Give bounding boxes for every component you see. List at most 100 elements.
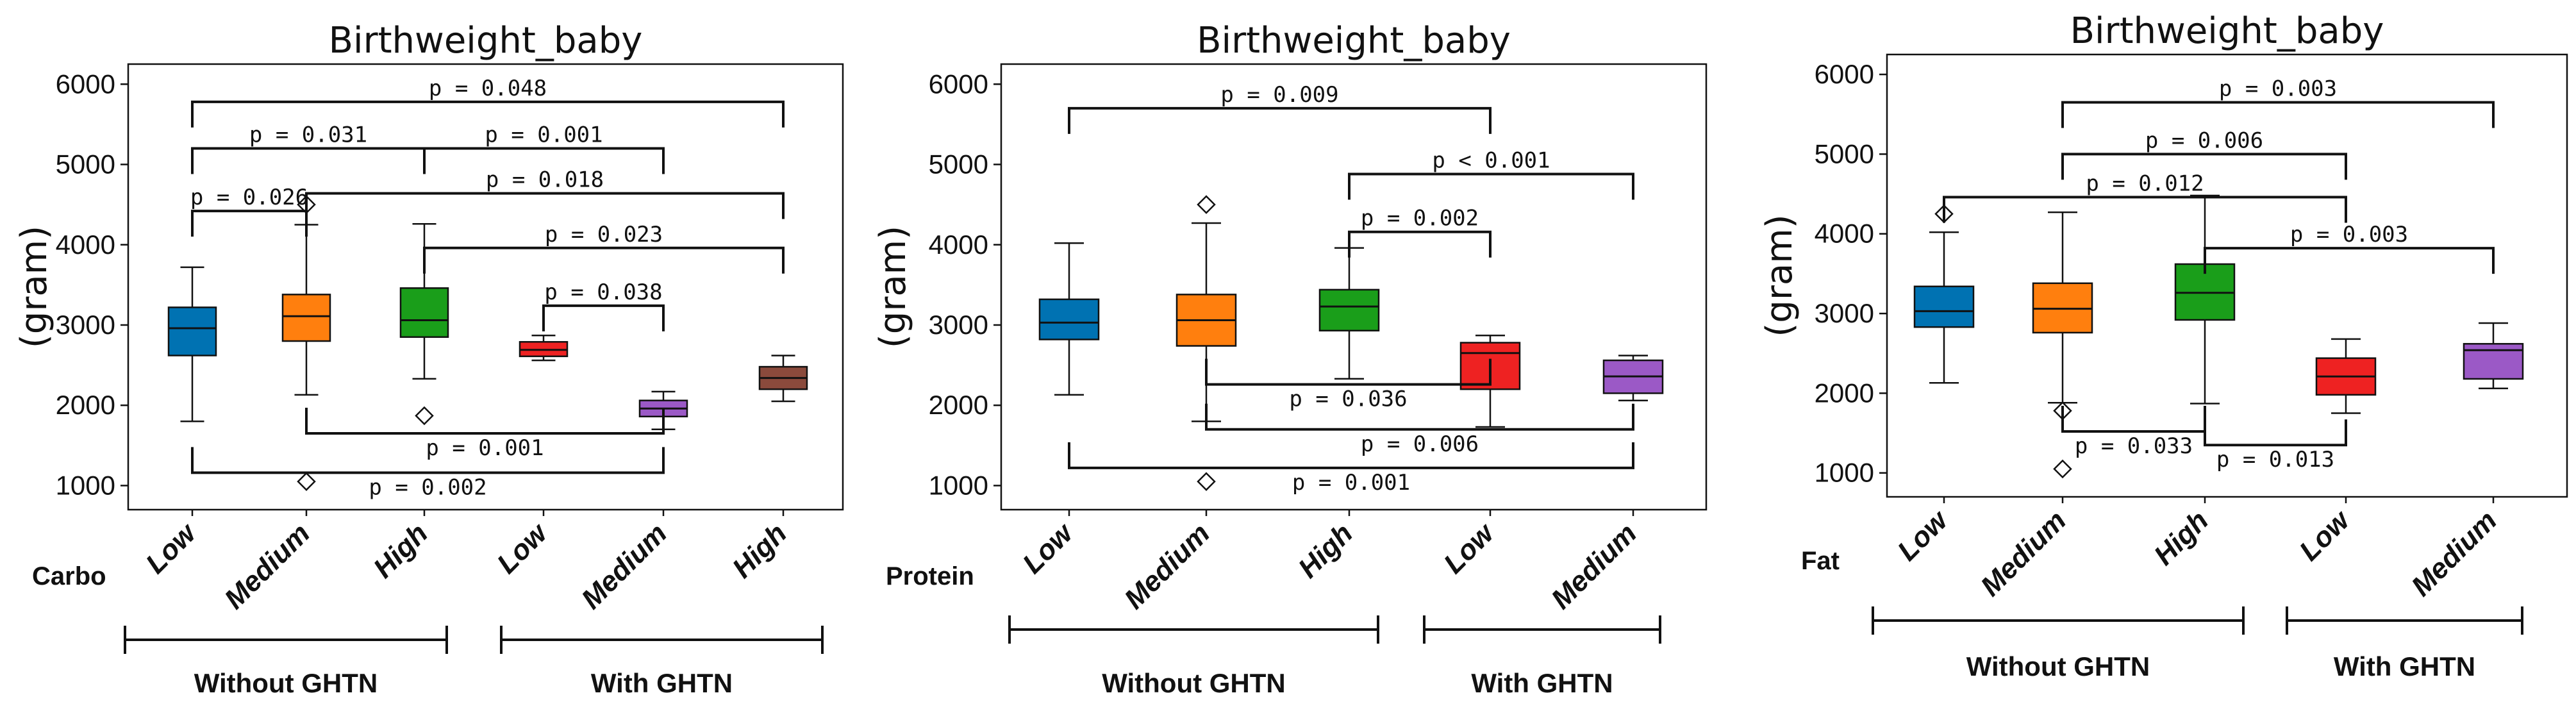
p-value-label: p = 0.036 [1289,387,1407,412]
y-tick-label: 3000 [56,310,115,340]
y-tick-label: 1000 [56,470,115,500]
y-tick-label: 1000 [929,470,988,500]
p-value-label: p = 0.026 [190,185,308,210]
x-tick-label: Medium [576,517,673,615]
box-4 [519,335,569,362]
y-tick-label: 2000 [929,390,988,420]
box-iqr [167,306,217,356]
bracket-line [1068,106,1492,134]
factor-label: Carbo [32,562,106,590]
p-value-label: p = 0.001 [485,122,602,147]
p-value-label: p = 0.013 [2216,447,2334,472]
box-3 [1318,247,1380,380]
x-tick-label: Low [140,516,203,580]
significance-bracket: p = 0.006 [1205,403,1634,457]
outlier-marker [2053,459,2072,479]
y-axis-label: (gram) [872,226,914,348]
x-tick-label: High [1292,517,1359,584]
group-bracket: With GHTN [500,626,824,698]
x-tick-label: Low [1891,503,1955,567]
x-tick-label: High [367,517,434,584]
outlier-marker [1197,472,1216,491]
factor-label: Fat [1801,547,1840,575]
box-2 [281,195,331,491]
group-label: With GHTN [1471,668,1613,698]
bracket-line [2061,101,2495,128]
x-tick-label: High [726,517,793,584]
box-1 [167,266,217,422]
significance-bracket: p = 0.018 [305,167,785,219]
significance-bracket: p = 0.002 [191,447,665,500]
factor-label: Protein [886,562,974,590]
bracket-line [1205,358,1492,386]
significance-bracket: p = 0.038 [542,280,665,331]
chart-title: Birthweight_baby [2070,10,2384,52]
significance-bracket: p = 0.033 [2061,406,2206,459]
y-tick-label: 6000 [1815,59,1874,89]
x-tick-label: Low [491,516,554,580]
bracket-line [2061,153,2347,180]
chart-title: Birthweight_baby [1197,20,1511,62]
group-bracket: With GHTN [2286,606,2523,681]
group-label: With GHTN [2334,651,2475,681]
box-iqr [1318,288,1380,331]
p-value-label: p = 0.006 [2145,128,2263,153]
bracket-line [1943,196,2347,223]
bracket-line [191,210,308,237]
y-tick-label: 1000 [1815,458,1874,488]
box-2 [2032,211,2093,479]
significance-bracket: p = 0.002 [1348,206,1492,258]
box-6 [758,355,808,403]
p-value-label: p = 0.012 [2086,171,2204,197]
y-tick-label: 3000 [929,310,988,340]
significance-bracket: p = 0.001 [1068,442,1634,496]
significance-bracket: p = 0.023 [423,222,785,274]
y-tick-label: 3000 [1815,298,1874,328]
significance-bracket: p = 0.001 [305,408,665,461]
box-iqr [1913,285,1975,328]
group-label: Without GHTN [1966,651,2150,681]
y-axis-label: (gram) [1759,214,1800,337]
significance-bracket: p = 0.006 [2061,128,2347,180]
bracket-line [542,304,665,331]
bracket-line [1205,403,1634,431]
box-1 [1038,242,1100,396]
bracket-line [305,408,665,435]
y-tick-label: 4000 [929,230,988,260]
p-value-label: p = 0.023 [545,222,663,247]
plot-frame [1886,53,2568,498]
x-tick-label: High [2148,505,2215,571]
bracket-line [191,100,785,128]
box-4 [2315,338,2377,414]
p-value-label: p = 0.003 [2290,222,2408,247]
y-tick-label: 6000 [56,69,115,99]
p-value-label: p = 0.003 [2219,76,2337,102]
p-value-label: p = 0.018 [486,167,604,193]
bracket-line [191,147,426,174]
outlier-marker [415,406,434,426]
p-value-label: p = 0.002 [1361,206,1479,231]
y-tick-label: 6000 [929,69,988,99]
group-label: Without GHTN [1102,668,1286,698]
y-tick-label: 5000 [929,149,988,180]
p-value-label: p = 0.031 [249,122,367,147]
bracket-line [2204,247,2495,274]
box-3 [399,222,449,426]
y-tick-label: 5000 [1815,138,1874,169]
outlier-marker [1197,195,1216,214]
box-3 [2174,194,2236,405]
box-5 [1602,355,1664,401]
group-bracket: Without GHTN [1872,606,2245,681]
box-iqr [281,294,331,342]
chart-panel-2: Birthweight_baby (gram) 1000 2000 3000 4000 50… [872,20,1708,698]
significance-bracket: p = 0.003 [2061,76,2495,128]
box-1 [1913,204,1975,384]
x-tick-label: Low [2293,503,2357,567]
bracket-line [1068,442,1634,469]
p-value-label: p = 0.048 [429,76,547,101]
chart-title: Birthweight_baby [329,20,643,62]
group-label: Without GHTN [194,668,378,698]
outlier-marker [297,472,316,491]
x-tick-label: Medium [1545,517,1643,615]
